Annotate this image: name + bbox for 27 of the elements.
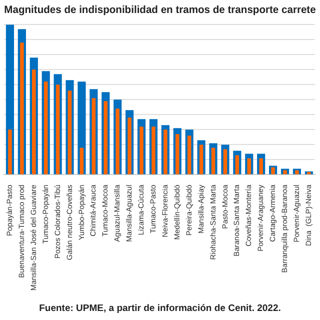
bar: [199, 144, 204, 174]
bar: [164, 130, 168, 174]
bar: [223, 149, 228, 174]
bar: [176, 134, 180, 174]
bar: [116, 108, 120, 174]
bar: [56, 84, 60, 174]
bar: [235, 155, 240, 174]
bar: [44, 82, 48, 174]
bar: [247, 158, 252, 174]
bar: [104, 101, 108, 174]
bar: [152, 126, 156, 174]
bar: [283, 170, 287, 174]
bar: [211, 148, 216, 174]
bar: [128, 118, 132, 174]
bar: [295, 170, 299, 174]
bar: [140, 126, 144, 174]
bar: [80, 148, 84, 174]
source-note: Fuente: UPME, a partir de información de Cenit. 2022.: [39, 302, 281, 314]
bar: [271, 167, 275, 174]
bar: [68, 90, 72, 174]
chart-title: Magnitudes de indisponibilidad en tramos de transporte carrete: [4, 5, 316, 16]
bar: [187, 136, 192, 174]
bar: [8, 130, 12, 174]
bar: [32, 70, 36, 174]
bar: [20, 42, 24, 174]
bar: [259, 158, 263, 174]
bar: [92, 98, 96, 174]
